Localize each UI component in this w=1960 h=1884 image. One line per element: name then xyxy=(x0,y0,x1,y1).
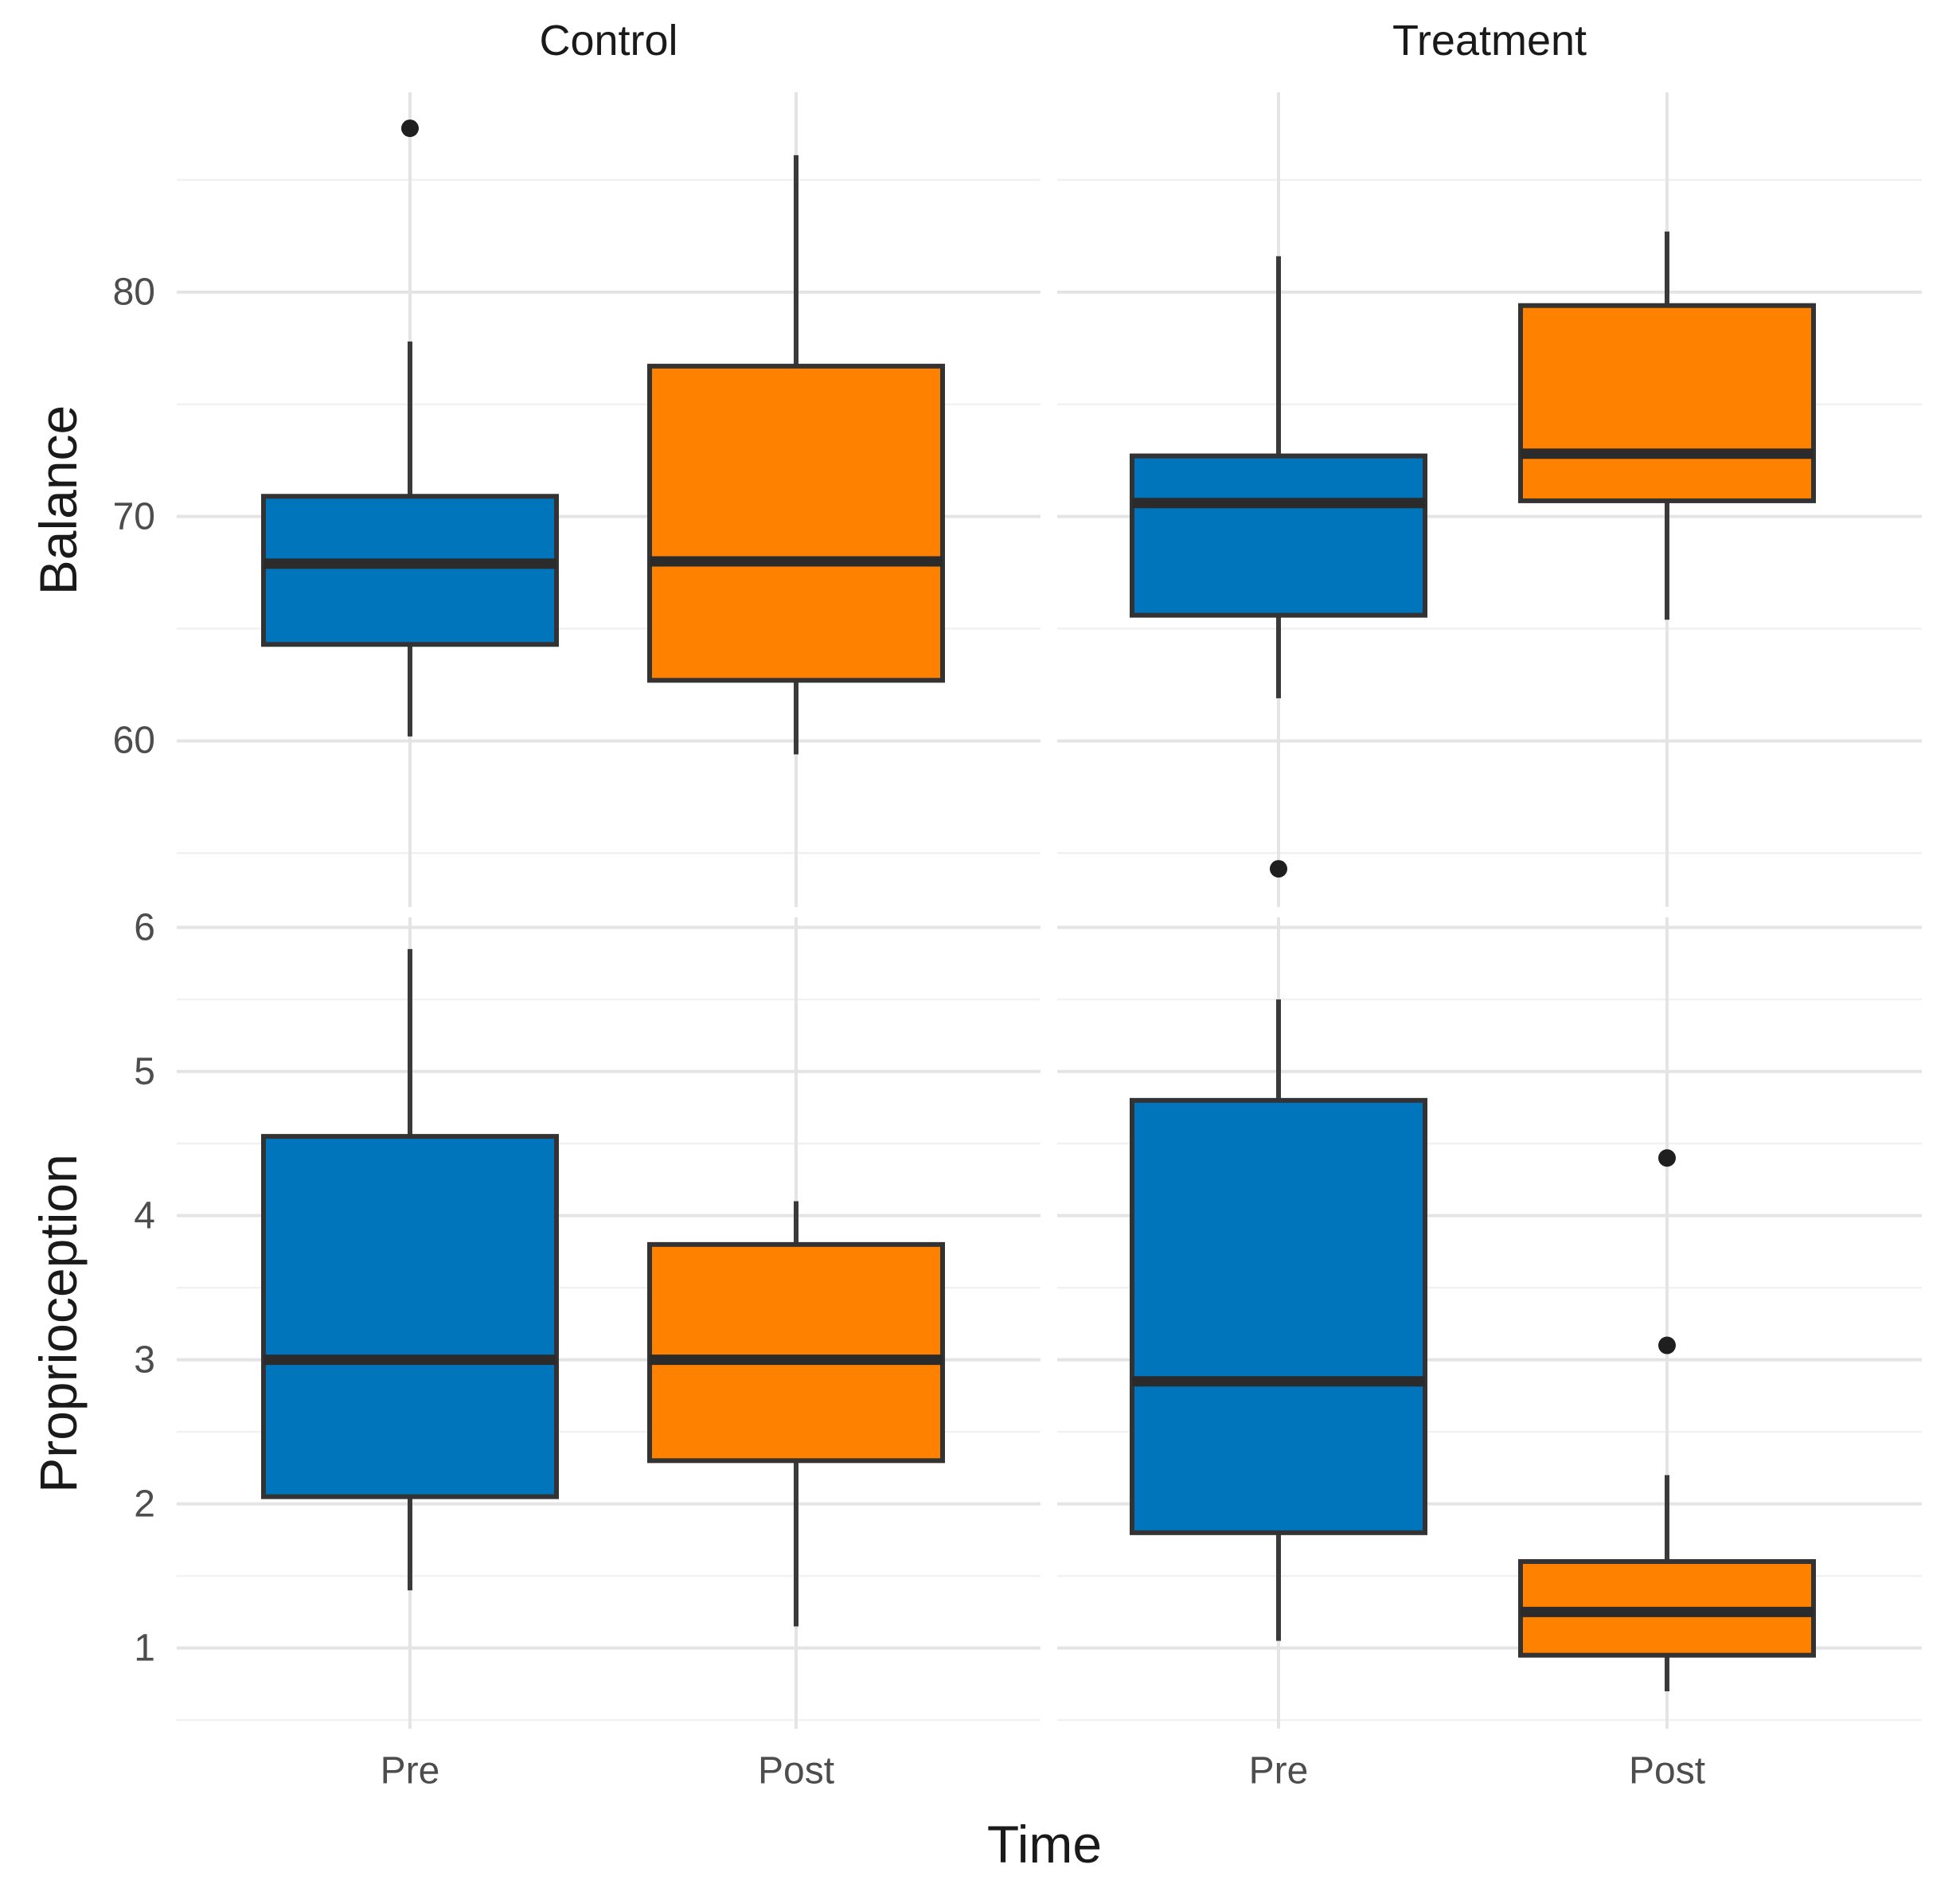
box-balance-treatment-pre xyxy=(1130,453,1427,618)
y-tick-label-2: 2 xyxy=(134,1483,155,1526)
y-tick-label-1: 1 xyxy=(134,1627,155,1670)
x-tick-label-post: Post xyxy=(1628,1749,1706,1792)
x-tick-label-post: Post xyxy=(757,1749,835,1792)
box-proprioception-treatment-post-outlier-point xyxy=(1658,1336,1676,1354)
box-balance-treatment-pre-outlier-point xyxy=(1270,860,1287,878)
box-proprioception-control-pre xyxy=(261,1134,559,1499)
box-proprioception-treatment-pre xyxy=(1130,1097,1427,1535)
y-tick-label-4: 4 xyxy=(134,1194,155,1237)
x-tick-label-pre: Pre xyxy=(1248,1749,1309,1792)
box-proprioception-treatment-post-outlier-point xyxy=(1658,1149,1676,1167)
y-tick-label-6: 6 xyxy=(134,906,155,949)
box-balance-control-pre-outlier-point xyxy=(401,119,419,138)
y-tick-label-5: 5 xyxy=(134,1050,155,1093)
box-balance-control-post xyxy=(647,363,945,683)
box-balance-control-pre xyxy=(261,494,559,647)
x-tick-label-pre: Pre xyxy=(380,1749,440,1792)
y-tick-label-60: 60 xyxy=(112,719,155,762)
y-tick-label-80: 80 xyxy=(112,271,155,314)
facet-title-treatment: Treatment xyxy=(1392,17,1587,64)
box-balance-treatment-post xyxy=(1518,303,1816,503)
y-tick-label-70: 70 xyxy=(112,495,155,538)
facet-title-control: Control xyxy=(539,17,678,64)
box-proprioception-control-post xyxy=(647,1241,945,1464)
x-axis-title: Time xyxy=(986,1815,1103,1874)
y-tick-label-3: 3 xyxy=(134,1339,155,1382)
